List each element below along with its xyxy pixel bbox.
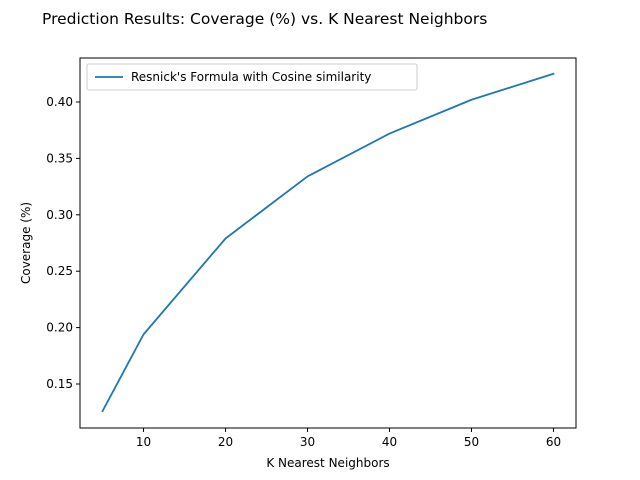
- legend-box: [86, 63, 418, 91]
- y-axis-label: Coverage (%): [19, 202, 33, 284]
- x-tick-label: 60: [546, 435, 561, 449]
- y-tick-label: 0.20: [46, 321, 73, 335]
- series-line-0: [101, 72, 555, 413]
- chart-title: Prediction Results: Coverage (%) vs. K N…: [42, 10, 487, 28]
- legend-entry-0: Resnick's Formula with Cosine similarity: [131, 70, 371, 84]
- y-tick-label: 0.40: [46, 95, 73, 109]
- y-axis: 0.15 0.20 0.25 0.30 0.35 0.40: [46, 95, 80, 391]
- x-tick-label: 20: [218, 435, 233, 449]
- x-axis: 10 20 30 40 50 60: [136, 428, 561, 449]
- series-layer: [101, 72, 555, 413]
- y-tick-label: 0.15: [46, 377, 73, 391]
- plot-frame: [79, 57, 577, 429]
- x-axis-label: K Nearest Neighbors: [266, 456, 389, 470]
- x-tick-label: 40: [382, 435, 397, 449]
- y-tick-label: 0.25: [46, 264, 73, 278]
- legend: Resnick's Formula with Cosine similarity: [86, 63, 418, 91]
- y-tick-label: 0.35: [46, 151, 73, 165]
- x-tick-label: 50: [464, 435, 479, 449]
- x-tick-label: 10: [136, 435, 151, 449]
- x-tick-label: 30: [300, 435, 315, 449]
- y-tick-label: 0.30: [46, 208, 73, 222]
